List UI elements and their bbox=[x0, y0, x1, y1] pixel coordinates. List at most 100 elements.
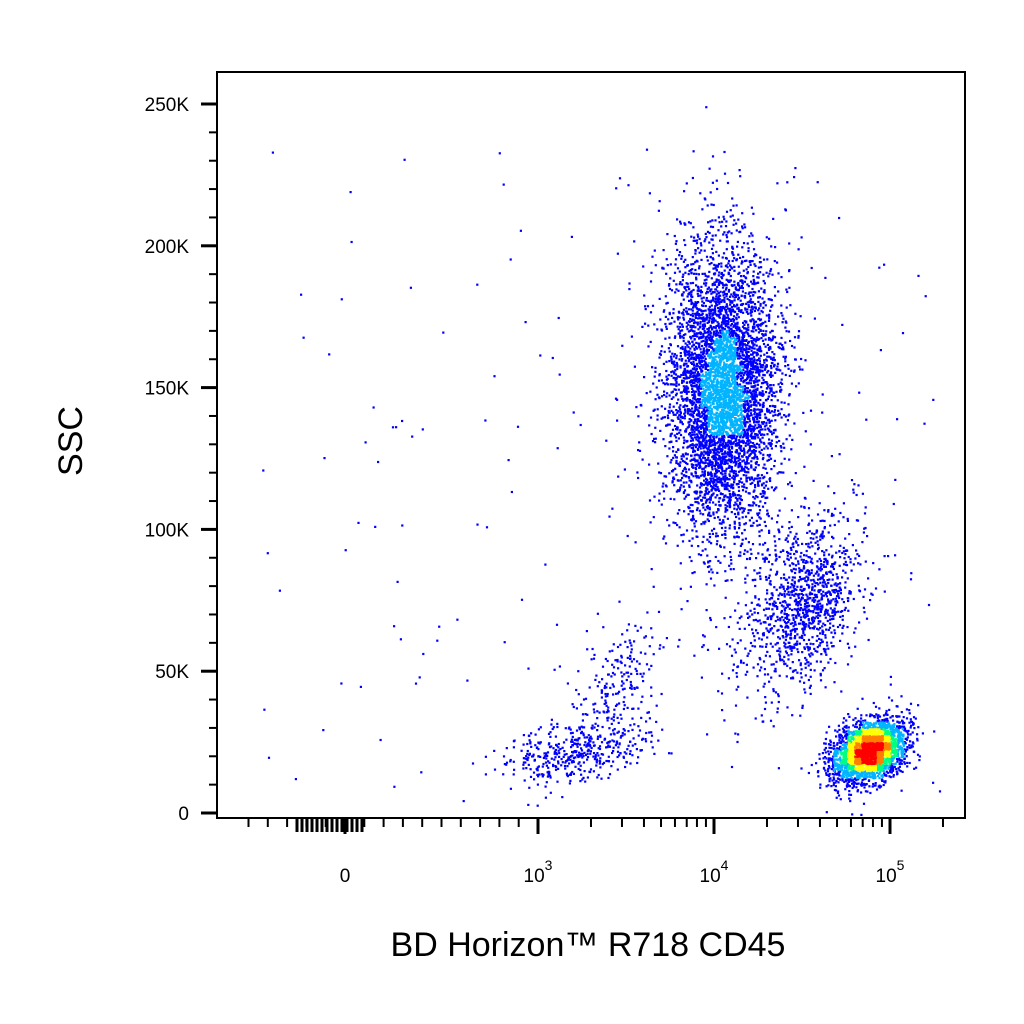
data-point bbox=[777, 636, 780, 639]
data-point bbox=[716, 298, 720, 301]
data-point bbox=[763, 353, 766, 356]
data-point bbox=[657, 209, 660, 212]
data-point bbox=[737, 218, 740, 221]
data-point bbox=[836, 730, 839, 733]
data-point bbox=[608, 773, 612, 776]
data-point bbox=[579, 423, 582, 427]
data-point bbox=[766, 343, 769, 346]
data-point bbox=[815, 639, 818, 642]
data-point bbox=[683, 417, 686, 420]
data-point bbox=[826, 612, 829, 615]
data-point bbox=[861, 697, 864, 700]
data-point bbox=[630, 687, 633, 690]
data-point bbox=[824, 608, 828, 611]
data-point bbox=[746, 301, 749, 304]
data-point bbox=[699, 320, 702, 324]
data-point bbox=[878, 715, 882, 718]
data-point bbox=[825, 560, 828, 563]
data-point bbox=[546, 775, 549, 778]
data-point bbox=[832, 624, 835, 627]
data-point bbox=[764, 614, 767, 617]
data-point bbox=[678, 283, 681, 286]
data-point bbox=[664, 315, 667, 318]
data-point bbox=[669, 343, 672, 346]
data-point bbox=[876, 715, 879, 718]
data-point bbox=[802, 558, 805, 562]
data-point bbox=[825, 610, 828, 613]
data-point bbox=[653, 375, 656, 378]
data-point bbox=[904, 750, 907, 753]
data-point bbox=[608, 650, 611, 653]
data-point bbox=[829, 622, 832, 625]
data-point bbox=[844, 563, 848, 566]
data-point bbox=[821, 752, 824, 755]
data-point bbox=[667, 374, 670, 377]
data-point bbox=[679, 404, 682, 407]
data-point bbox=[828, 778, 831, 781]
data-point bbox=[738, 517, 741, 520]
data-point bbox=[827, 661, 830, 664]
data-point bbox=[788, 269, 791, 272]
data-point bbox=[826, 591, 829, 594]
data-point bbox=[821, 640, 824, 644]
data-point bbox=[703, 240, 706, 243]
data-point bbox=[572, 411, 575, 414]
data-point bbox=[730, 293, 733, 296]
data-point bbox=[798, 602, 801, 605]
data-point bbox=[662, 537, 665, 540]
data-point bbox=[780, 401, 783, 404]
data-point bbox=[747, 305, 750, 308]
data-point bbox=[748, 476, 751, 479]
data-point bbox=[729, 615, 732, 619]
data-point bbox=[569, 732, 573, 735]
data-point bbox=[776, 365, 779, 368]
data-point bbox=[750, 379, 753, 382]
data-point bbox=[755, 446, 758, 449]
data-point bbox=[800, 357, 803, 361]
data-point bbox=[668, 406, 671, 409]
data-point bbox=[871, 593, 874, 596]
data-point bbox=[584, 697, 588, 700]
data-point bbox=[677, 398, 680, 401]
data-point bbox=[791, 576, 794, 579]
data-point bbox=[747, 323, 750, 326]
data-point bbox=[725, 210, 729, 213]
data-point bbox=[761, 553, 764, 556]
data-point bbox=[671, 383, 674, 386]
data-point bbox=[786, 550, 789, 554]
data-point bbox=[848, 715, 851, 718]
data-point bbox=[808, 530, 811, 533]
data-point bbox=[579, 768, 582, 772]
data-point bbox=[752, 435, 755, 438]
data-point bbox=[715, 280, 718, 283]
data-point bbox=[795, 614, 798, 617]
data-point bbox=[555, 744, 558, 747]
data-point bbox=[705, 255, 709, 258]
data-point bbox=[593, 726, 596, 729]
data-point bbox=[796, 648, 799, 651]
data-point bbox=[799, 368, 802, 371]
data-point bbox=[815, 611, 818, 615]
data-point bbox=[776, 570, 779, 573]
data-point bbox=[719, 497, 722, 500]
data-point bbox=[668, 350, 671, 353]
data-point bbox=[783, 612, 786, 615]
data-point bbox=[756, 348, 759, 352]
data-point bbox=[571, 703, 574, 706]
data-point bbox=[694, 314, 697, 317]
data-point bbox=[864, 506, 867, 509]
data-point bbox=[861, 492, 864, 495]
data-point bbox=[768, 529, 771, 532]
data-point bbox=[686, 285, 689, 288]
data-point bbox=[749, 609, 752, 612]
data-point bbox=[667, 318, 670, 321]
data-point bbox=[688, 288, 691, 291]
data-point bbox=[687, 352, 691, 355]
data-point bbox=[862, 595, 865, 598]
data-point bbox=[725, 292, 728, 296]
data-point bbox=[666, 264, 669, 267]
data-point bbox=[745, 460, 748, 463]
data-point bbox=[820, 597, 824, 600]
data-point bbox=[777, 315, 780, 318]
data-point bbox=[805, 575, 808, 578]
